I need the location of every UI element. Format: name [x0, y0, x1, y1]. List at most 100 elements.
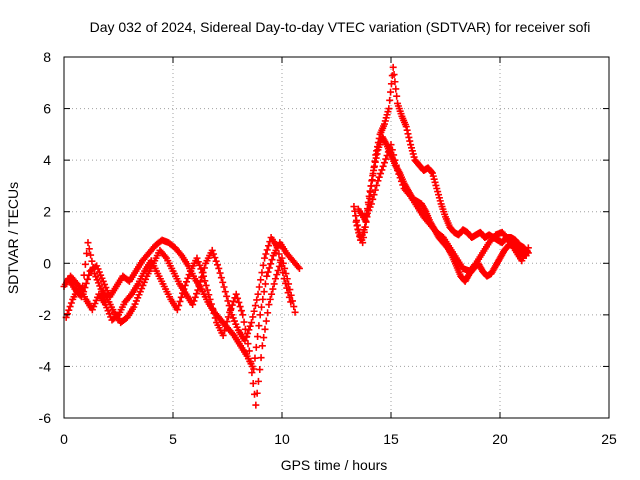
data-point: [259, 261, 267, 269]
data-point: [256, 311, 264, 319]
data-point: [275, 250, 283, 258]
data-point: [220, 283, 228, 291]
data-point: [245, 347, 253, 355]
data-point: [193, 290, 201, 298]
data-point: [395, 170, 403, 178]
data-point: [198, 273, 206, 281]
data-point: [263, 272, 271, 280]
data-point: [211, 254, 219, 262]
data-point: [270, 280, 278, 288]
tick-layer: [63, 56, 610, 419]
data-point: [258, 269, 266, 277]
y-tick-label: -2: [39, 307, 52, 323]
y-tick-label: 8: [43, 49, 51, 65]
data-point: [384, 148, 392, 156]
data-point: [221, 288, 229, 296]
data-point: [279, 269, 287, 277]
data-point: [67, 299, 75, 307]
data-layer: [60, 63, 532, 409]
data-point: [87, 251, 95, 259]
data-point: [196, 278, 204, 286]
data-point: [240, 318, 248, 326]
data-point: [80, 271, 88, 279]
series-track-6: [354, 141, 532, 275]
data-point: [369, 172, 377, 180]
y-tick-label: -6: [39, 410, 52, 426]
data-point: [366, 187, 374, 195]
data-point: [241, 337, 249, 345]
data-point: [389, 63, 397, 71]
data-point: [247, 319, 255, 327]
data-point: [287, 298, 295, 306]
data-point: [173, 306, 181, 314]
data-point: [390, 71, 398, 79]
data-point: [79, 282, 87, 290]
x-tick-labels: 0 5 10 15 20 25: [60, 431, 617, 447]
series-track-2: [62, 254, 299, 409]
y-tick-labels: -6 -4 -2 0 2 4 6 8: [39, 49, 52, 426]
data-point: [379, 162, 387, 170]
data-point: [81, 260, 89, 268]
data-point: [291, 308, 299, 316]
data-point: [225, 302, 233, 310]
data-point: [373, 181, 381, 189]
x-axis-label: GPS time / hours: [281, 457, 388, 473]
data-point: [397, 177, 405, 185]
data-point: [255, 283, 263, 291]
data-point: [391, 78, 399, 86]
data-point: [89, 263, 97, 271]
data-point: [260, 288, 268, 296]
data-point: [216, 269, 224, 277]
x-tick-label: 5: [169, 431, 177, 447]
data-point: [370, 162, 378, 170]
data-point: [177, 293, 185, 301]
data-point: [245, 326, 253, 334]
data-point: [211, 314, 219, 322]
data-point: [382, 155, 390, 163]
data-point: [257, 276, 265, 284]
data-point: [190, 297, 198, 305]
data-point: [203, 286, 211, 294]
data-point: [215, 264, 223, 272]
data-point: [278, 262, 286, 270]
data-point: [197, 265, 205, 273]
y-tick-label: 2: [43, 204, 51, 220]
data-point: [232, 290, 240, 298]
data-point: [248, 369, 256, 377]
data-point: [350, 203, 358, 211]
data-point: [210, 309, 218, 317]
data-point: [371, 186, 379, 194]
data-point: [263, 246, 271, 254]
data-point: [392, 85, 400, 93]
data-point: [254, 377, 262, 385]
series-track-5: [352, 133, 530, 285]
data-point: [268, 256, 276, 264]
data-point: [239, 311, 247, 319]
data-point: [261, 325, 269, 333]
data-point: [396, 174, 404, 182]
data-point: [202, 281, 210, 289]
data-point: [210, 250, 218, 258]
data-point: [406, 137, 414, 145]
data-point: [283, 284, 291, 292]
data-point: [247, 358, 255, 366]
data-point: [193, 254, 201, 262]
data-point: [255, 322, 263, 330]
data-point: [370, 191, 378, 199]
plot-area: [63, 56, 610, 419]
data-point: [252, 343, 260, 351]
data-point: [223, 292, 231, 300]
data-point: [428, 168, 436, 176]
data-point: [252, 401, 260, 409]
data-point: [213, 261, 221, 269]
data-point: [208, 246, 216, 254]
data-point: [266, 295, 274, 303]
series-track-3: [64, 234, 295, 345]
data-point: [261, 280, 269, 288]
data-point: [274, 244, 282, 252]
data-point: [253, 389, 261, 397]
data-point: [83, 249, 91, 257]
data-point: [368, 177, 376, 185]
data-point: [84, 239, 92, 247]
data-point: [77, 293, 85, 301]
